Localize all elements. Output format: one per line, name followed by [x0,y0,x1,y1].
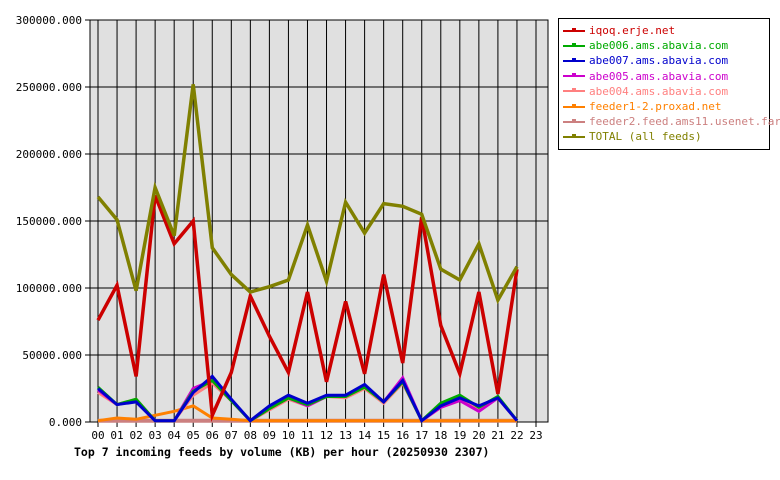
series-line [96,194,519,423]
x-tick-label: 10 [282,429,295,442]
legend-item: abe006.ams.abavia.com [563,38,769,53]
x-tick-label: 16 [396,429,409,442]
legend: iqoq.erje.net abe006.ams.abavia.com abe007… [558,18,780,150]
x-tick-label: 05 [187,429,200,442]
legend-label: iqoq.erje.net [589,24,676,38]
y-tick-label: 50000.000 [22,349,82,362]
x-tick-label: 20 [472,429,485,442]
x-tick-label: 19 [453,429,466,442]
x-tick-label: 12 [320,429,333,442]
legend-label: abe004.ams.abavia.com [589,84,729,98]
x-tick-label: 06 [206,429,219,442]
y-tick-label: 150000.000 [16,215,82,228]
x-tick-label: 02 [129,429,142,442]
y-tick-label: 250000.000 [16,81,82,94]
legend-swatch-icon [563,27,585,35]
chart-title: Top 7 incoming feeds by volume (KB) per … [74,445,489,459]
x-tick-label: 14 [358,429,372,442]
legend-swatch-icon [563,118,585,126]
y-tick-label: 0.000 [49,416,82,429]
x-tick-label: 15 [377,429,390,442]
x-tick-label: 00 [91,429,104,442]
legend-swatch-icon [563,72,585,80]
grid-lines [90,20,548,422]
x-tick-label: 13 [339,429,352,442]
legend-label: feeder1-2.proxad.net [589,100,722,114]
legend-item: TOTAL (all feeds) [563,129,769,144]
x-tick-label: 22 [510,429,523,442]
series-line [96,84,519,305]
legend-item: abe004.ams.abavia.com [563,84,769,99]
legend-label: abe006.ams.abavia.com [589,39,729,53]
x-tick-label: 09 [263,429,276,442]
x-tick-label: 04 [168,429,182,442]
legend-item: abe005.ams.abavia.com [563,69,769,84]
x-tick-label: 07 [225,429,238,442]
x-tick-label: 01 [110,429,123,442]
x-tick-label: 17 [415,429,428,442]
x-tick-label: 11 [301,429,314,442]
x-tick-label: 18 [434,429,447,442]
legend-label: TOTAL (all feeds) [589,130,702,144]
y-axis: 0.000 50000.000 100000.000 150000.000 200000… [16,14,90,429]
series-line [97,374,519,424]
legend-item: abe007.ams.abavia.com [563,53,769,68]
legend-swatch-icon [563,103,585,111]
legend-item: feeder1-2.proxad.net [563,99,769,114]
legend-swatch-icon [563,133,585,141]
series-line [97,404,517,423]
legend-item: feeder2.feed.ams11.usenet.farm [563,114,780,129]
legend-swatch-icon [563,87,585,95]
y-tick-label: 100000.000 [16,282,82,295]
legend-label: feeder2.feed.ams11.usenet.farm [589,115,780,129]
series-lines [96,84,519,424]
x-tick-label: 23 [529,429,542,442]
legend-label: abe005.ams.abavia.com [589,69,729,83]
legend-label: abe007.ams.abavia.com [589,54,729,68]
x-tick-label: 08 [244,429,257,442]
legend-swatch-icon [563,42,585,50]
y-tick-label: 200000.000 [16,148,82,161]
x-tick-label: 03 [149,429,162,442]
legend-item: iqoq.erje.net [563,23,769,38]
x-axis: 00 01 02 03 04 05 06 07 08 09 10 11 12 13 14 15 16 17 18 19… [91,422,543,442]
legend-swatch-icon [563,57,585,65]
x-tick-label: 21 [491,429,504,442]
y-tick-label: 300000.000 [16,14,82,27]
